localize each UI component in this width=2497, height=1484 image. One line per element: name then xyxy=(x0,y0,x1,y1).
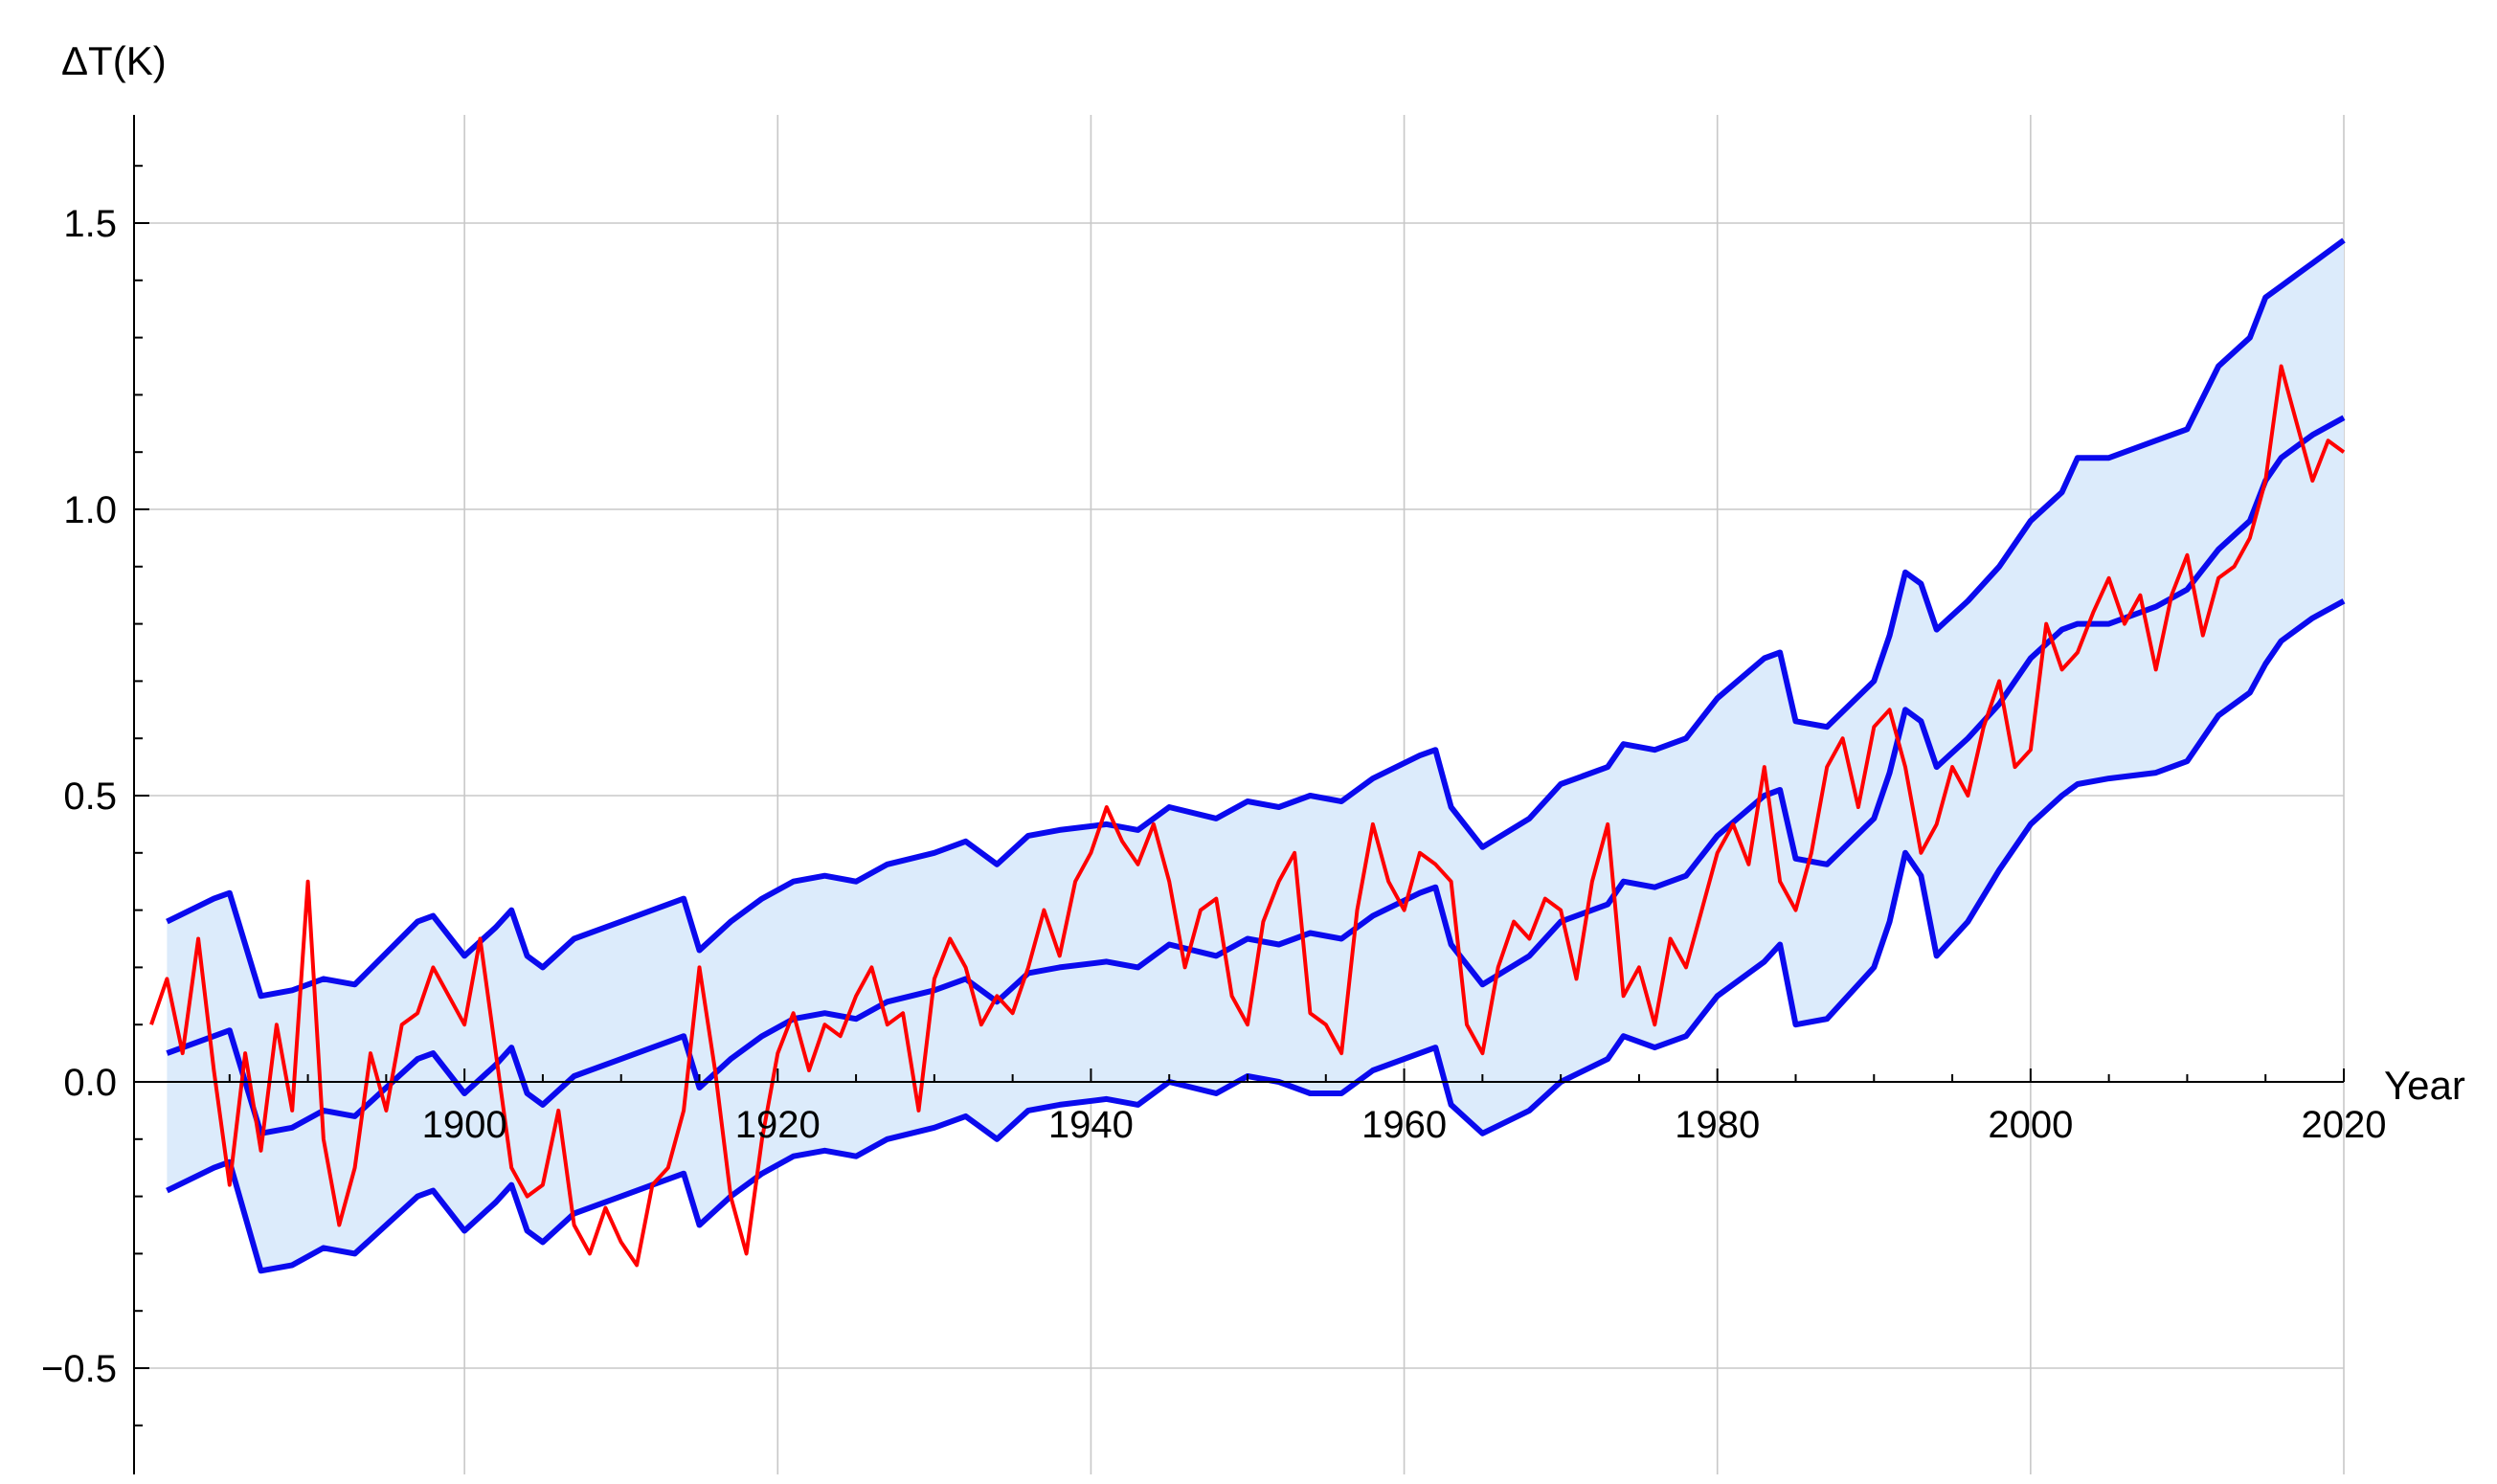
series-line-model-mean xyxy=(166,415,2346,1136)
y-tick-label: 1.5 xyxy=(63,203,117,245)
y-tick-label: 0.0 xyxy=(63,1062,117,1104)
y-tick-label: 0.5 xyxy=(63,776,117,818)
x-tick-label: 2020 xyxy=(2302,1104,2387,1146)
x-tick-label: 1980 xyxy=(1675,1104,1760,1146)
x-tick-label: 1960 xyxy=(1361,1104,1447,1146)
x-tick-label: 1900 xyxy=(422,1104,507,1146)
y-tick-label: −0.5 xyxy=(41,1348,117,1390)
y-axis-label: ΔT(K) xyxy=(61,38,167,83)
x-tick-label: 2000 xyxy=(1988,1104,2073,1146)
x-tick-label: 1920 xyxy=(735,1104,821,1146)
series-line-model-lower xyxy=(166,598,2346,1274)
x-tick-label: 1940 xyxy=(1048,1104,1134,1146)
series-group xyxy=(149,237,2346,1274)
tick-labels: 1900 1920 1940 1960 1980 2000 2020 −0.5 0.0 0.5 1.… xyxy=(41,203,2386,1390)
x-axis-label: Year xyxy=(2384,1063,2465,1108)
series-line-model-upper xyxy=(166,237,2346,1000)
y-tick-label: 1.0 xyxy=(63,489,117,531)
series-line-observed xyxy=(149,364,2346,1268)
model-uncertainty-band xyxy=(167,239,2345,1271)
axes xyxy=(133,115,2345,1474)
